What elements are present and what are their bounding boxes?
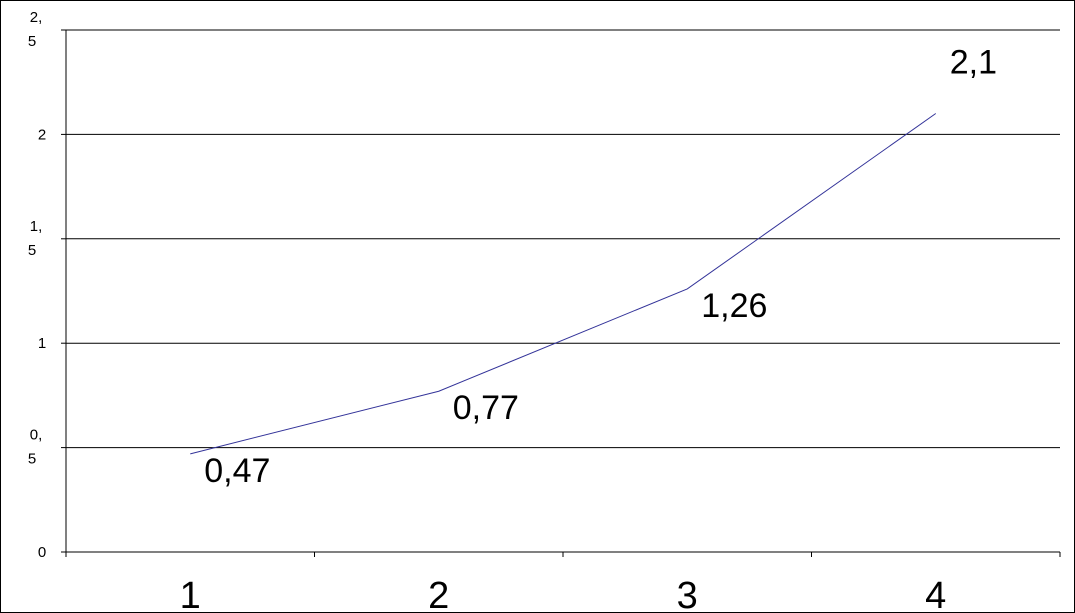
y-tick-label: 0 [38, 544, 46, 561]
x-tick-label: 1 [180, 575, 201, 613]
y-tick-label: 1, 5 [28, 218, 42, 259]
x-tick-label: 3 [677, 575, 698, 613]
y-tick-label: 2, 5 [28, 9, 42, 50]
data-label: 2,1 [950, 44, 997, 82]
data-label: 1,26 [701, 287, 767, 325]
x-tick-label: 2 [428, 575, 449, 613]
x-tick-label: 4 [925, 575, 946, 613]
data-label: 0,77 [453, 389, 519, 427]
y-tick-label: 0, 5 [28, 427, 42, 468]
y-tick-label: 1 [38, 335, 46, 352]
line-series [190, 113, 937, 455]
data-label: 0,47 [204, 452, 270, 490]
y-tick-label: 2 [38, 126, 46, 143]
